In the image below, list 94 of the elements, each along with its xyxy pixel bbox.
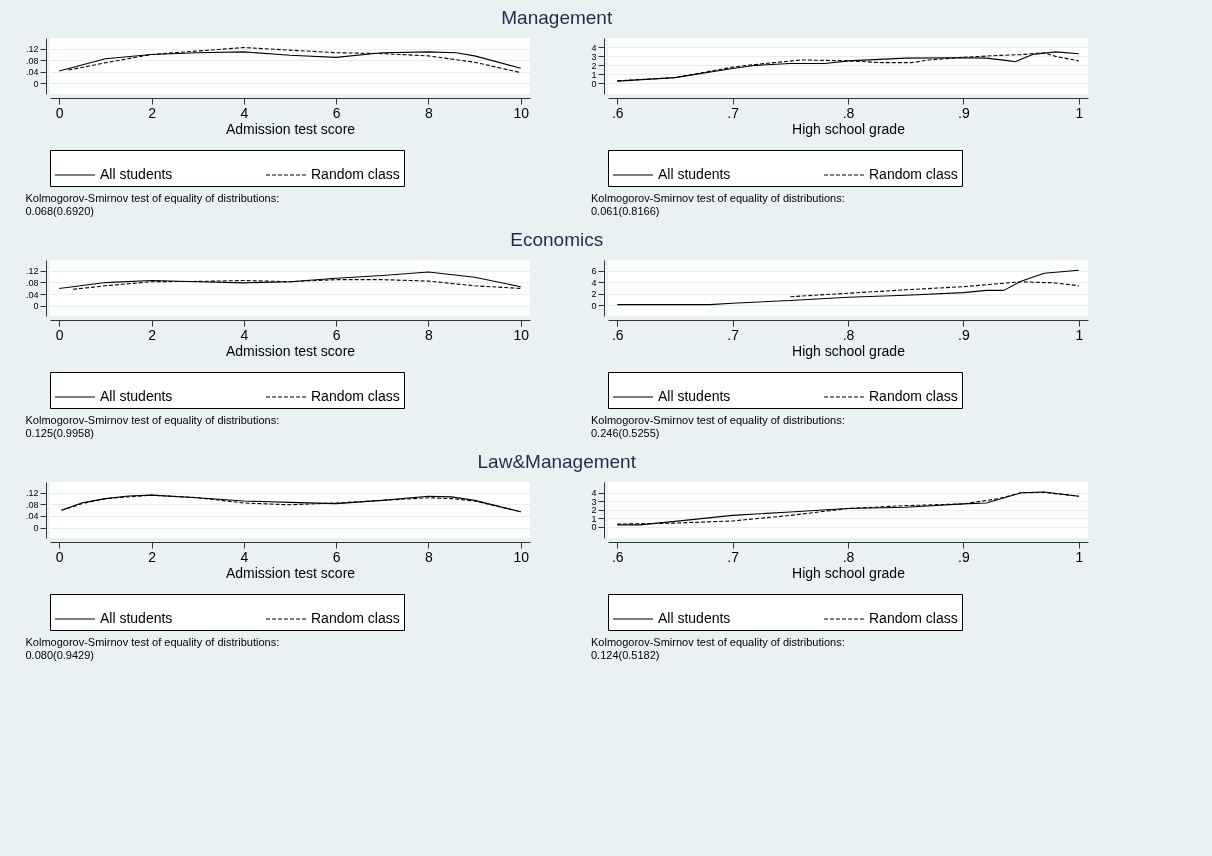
x-tick-label: 1 [1075, 104, 1084, 121]
legend-label: Random class [311, 166, 400, 182]
y-tick-label: 3 [591, 496, 597, 507]
legend-label: Random class [869, 166, 958, 182]
x-tick-label: 0 [55, 104, 64, 121]
x-tick-label: .8 [842, 104, 855, 121]
legend-label: All students [100, 388, 173, 404]
x-tick-label: 8 [425, 104, 434, 121]
y-tick-label: 4 [591, 277, 597, 288]
x-tick-label: .8 [842, 548, 855, 565]
x-tick-label: .9 [958, 326, 970, 343]
x-tick-label: 0 [55, 548, 64, 565]
x-tick-label: .7 [727, 104, 740, 121]
legend-label: All students [658, 166, 731, 182]
text: 0.124(0.5182) [590, 648, 660, 661]
x-tick-label: 6 [332, 326, 341, 343]
x-axis-title: Admission test score [225, 342, 356, 359]
chart-title: Management [501, 7, 613, 28]
y-tick-label: 4 [591, 42, 597, 53]
y-tick-label: 3 [591, 51, 597, 62]
x-tick-label: 1 [1075, 548, 1084, 565]
x-tick-label: 2 [148, 548, 157, 565]
text: Kolmogorov-Smirnov test of equality of distributions: [590, 191, 845, 204]
x-axis-title: High school grade [792, 564, 906, 581]
y-tick-label: .08 [25, 277, 39, 288]
text: Kolmogorov-Smirnov test of equality of distributions: [25, 191, 280, 204]
legend-label: All students [658, 610, 731, 626]
text: Kolmogorov-Smirnov test of equality of distributions: [590, 413, 845, 426]
x-tick-label: .7 [727, 326, 740, 343]
x-tick-label: .8 [842, 326, 855, 343]
legend-label: Random class [869, 388, 958, 404]
legend-label: All students [100, 610, 173, 626]
y-tick-label: 1 [591, 513, 597, 524]
y-tick-label: 0 [591, 522, 597, 533]
y-tick-label: 4 [591, 488, 597, 499]
x-tick-label: 8 [425, 548, 434, 565]
x-axis-title: Admission test score [225, 120, 356, 137]
text: 0.080(0.9429) [25, 648, 94, 661]
line-series [58, 51, 522, 72]
y-tick-label: .08 [25, 499, 39, 510]
x-tick-label: .6 [611, 326, 624, 343]
y-tick-label: 6 [591, 266, 597, 277]
x-axis-title: Admission test score [225, 564, 356, 581]
x-tick-label: .6 [611, 104, 624, 121]
y-tick-label: 0 [591, 300, 597, 311]
y-tick-label: 1 [591, 69, 597, 80]
text: 0.246(0.5255) [590, 426, 660, 439]
y-tick-label: .04 [25, 511, 39, 522]
y-tick-label: .04 [25, 67, 39, 78]
y-tick-label: .08 [25, 55, 39, 66]
x-tick-label: 2 [148, 326, 157, 343]
x-tick-label: 6 [332, 104, 341, 121]
text: Kolmogorov-Smirnov test of equality of distributions: [25, 413, 280, 426]
y-tick-label: .12 [25, 44, 39, 55]
x-tick-label: 2 [148, 104, 157, 121]
text: 0.068(0.6920) [25, 204, 94, 217]
chart-title: Law&Management [477, 451, 637, 472]
y-tick-label: .04 [25, 289, 39, 300]
legend-label: Random class [869, 610, 958, 626]
chart-title: Economics [510, 229, 604, 250]
y-tick-label: 2 [591, 289, 597, 300]
text: 0.125(0.9958) [25, 426, 94, 439]
x-tick-label: 10 [513, 548, 530, 565]
y-tick-label: 2 [591, 60, 597, 71]
y-tick-label: 2 [591, 505, 597, 516]
x-tick-label: 10 [513, 104, 530, 121]
text: Kolmogorov-Smirnov test of equality of distributions: [25, 635, 280, 648]
y-tick-label: .12 [25, 488, 39, 498]
legend-label: Random class [311, 388, 400, 404]
text: 0.061(0.8166) [590, 204, 660, 217]
legend-label: All students [658, 388, 731, 404]
legend-label: Random class [311, 610, 400, 626]
x-tick-label: 6 [332, 548, 341, 565]
x-tick-label: 0 [55, 326, 64, 343]
y-tick-label: 0 [33, 78, 39, 89]
legend-label: All students [100, 166, 173, 182]
x-tick-label: 10 [513, 326, 530, 343]
x-tick-label: .9 [958, 548, 970, 565]
x-tick-label: 4 [240, 548, 249, 565]
line-series [616, 269, 1080, 306]
x-axis-title: High school grade [792, 120, 906, 137]
x-axis-title: High school grade [792, 342, 906, 359]
x-tick-label: .7 [727, 548, 740, 565]
x-tick-label: .6 [611, 548, 624, 565]
y-tick-label: 0 [33, 523, 39, 533]
x-tick-label: .9 [958, 104, 970, 121]
x-tick-label: 8 [425, 326, 434, 343]
x-tick-label: 1 [1075, 326, 1084, 343]
x-tick-label: 4 [240, 104, 249, 121]
x-tick-label: 4 [240, 326, 249, 343]
y-tick-label: .12 [25, 266, 39, 277]
y-tick-label: 0 [591, 78, 597, 89]
text: Kolmogorov-Smirnov test of equality of distributions: [590, 635, 845, 648]
y-tick-label: 0 [33, 301, 39, 312]
